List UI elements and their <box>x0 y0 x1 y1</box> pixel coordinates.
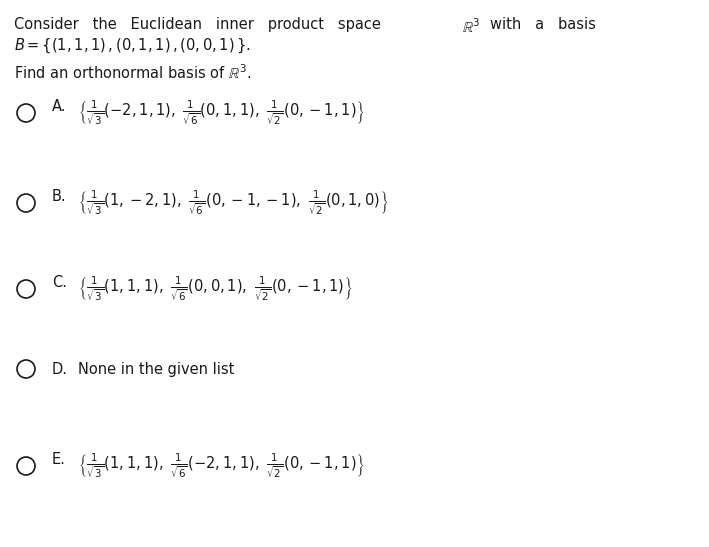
Text: Consider   the   Euclidean   inner   product   space: Consider the Euclidean inner product spa… <box>14 17 381 32</box>
Text: Find an orthonormal basis of $\mathbb{R}^3$.: Find an orthonormal basis of $\mathbb{R}… <box>14 63 252 82</box>
Text: with   a   basis: with a basis <box>490 17 596 32</box>
Text: None in the given list: None in the given list <box>78 362 235 377</box>
Text: $\left\{\frac{1}{\sqrt{3}}(1,1,1),\ \frac{1}{\sqrt{6}}(0,0,1),\ \frac{1}{\sqrt{2: $\left\{\frac{1}{\sqrt{3}}(1,1,1),\ \fra… <box>78 275 353 304</box>
Text: $\left\{\frac{1}{\sqrt{3}}(1,-2,1),\ \frac{1}{\sqrt{6}}(0,-1,-1),\ \frac{1}{\sqr: $\left\{\frac{1}{\sqrt{3}}(1,-2,1),\ \fr… <box>78 189 389 218</box>
Text: E.: E. <box>52 452 66 467</box>
Text: $\left\{\frac{1}{\sqrt{3}}(1,1,1),\ \frac{1}{\sqrt{6}}(-2,1,1),\ \frac{1}{\sqrt{: $\left\{\frac{1}{\sqrt{3}}(1,1,1),\ \fra… <box>78 452 365 481</box>
Text: $\left\{\frac{1}{\sqrt{3}}(-2,1,1),\ \frac{1}{\sqrt{6}}(0,1,1),\ \frac{1}{\sqrt{: $\left\{\frac{1}{\sqrt{3}}(-2,1,1),\ \fr… <box>78 99 365 128</box>
Text: C.: C. <box>52 275 67 290</box>
Text: B.: B. <box>52 189 67 204</box>
Text: D.: D. <box>52 362 68 377</box>
Text: $\mathbb{R}^3$: $\mathbb{R}^3$ <box>462 17 481 36</box>
Text: $B=\{(1,1,1)\,,(0,1,1)\,,(0,0,1)\,\}$.: $B=\{(1,1,1)\,,(0,1,1)\,,(0,0,1)\,\}$. <box>14 37 251 55</box>
Text: A.: A. <box>52 99 67 114</box>
